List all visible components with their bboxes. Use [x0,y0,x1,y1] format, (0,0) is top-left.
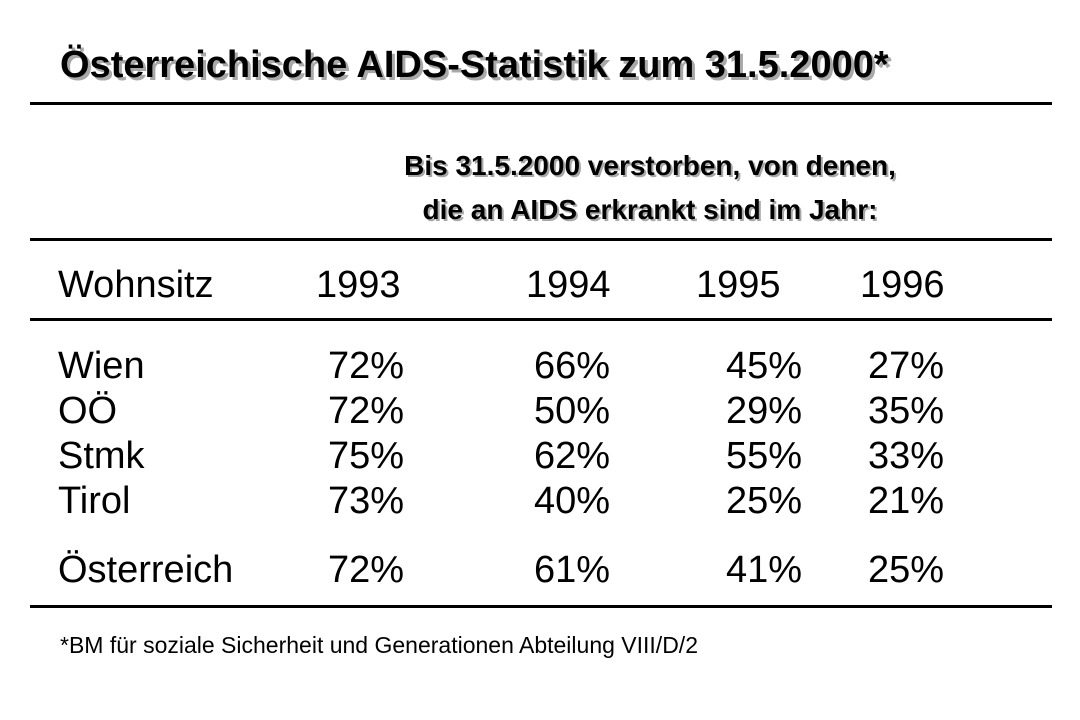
cell-value: 21% [868,480,945,522]
cell-value: 45% [726,345,803,387]
cell-value: 66% [534,345,611,387]
header-wohnsitz: Wohnsitz [58,264,214,306]
cell-value: 27% [868,345,945,387]
row-region: Wien [58,345,145,387]
row-region: Österreich [58,549,234,591]
row-region: Stmk [58,435,145,477]
header-rule [30,318,1052,321]
cell-value: 29% [726,390,803,432]
caption-line-1: Bis 31.5.2000 verstorben, von denen, [404,150,896,181]
cell-value: 33% [868,435,945,477]
cell-value: 72% [328,345,405,387]
cell-value: 61% [534,549,611,591]
header-1996: 1996 [860,264,945,306]
cell-value: 35% [868,390,945,432]
cell-value: 75% [328,435,405,477]
cell-value: 72% [328,549,405,591]
cell-value: 25% [726,480,803,522]
caption-rule [30,238,1052,241]
header-1995: 1995 [696,264,781,306]
table-caption: Bis 31.5.2000 verstorben, von denen, die… [270,144,1030,232]
cell-value: 25% [868,549,945,591]
row-region: Tirol [58,480,131,522]
header-1993: 1993 [316,264,401,306]
header-1994: 1994 [526,264,611,306]
row-region: OÖ [58,390,118,432]
cell-value: 50% [534,390,611,432]
source-footnote: *BM für soziale Sicherheit und Generatio… [60,632,698,658]
cell-value: 41% [726,549,803,591]
cell-value: 73% [328,480,405,522]
cell-value: 55% [726,435,803,477]
title-rule [30,102,1052,105]
caption-line-2: die an AIDS erkrankt sind im Jahr: [422,194,878,225]
page-title: Österreichische AIDS-Statistik zum 31.5.… [60,44,889,86]
cell-value: 62% [534,435,611,477]
cell-value: 40% [534,480,611,522]
cell-value: 72% [328,390,405,432]
table-bottom-rule [30,605,1052,608]
